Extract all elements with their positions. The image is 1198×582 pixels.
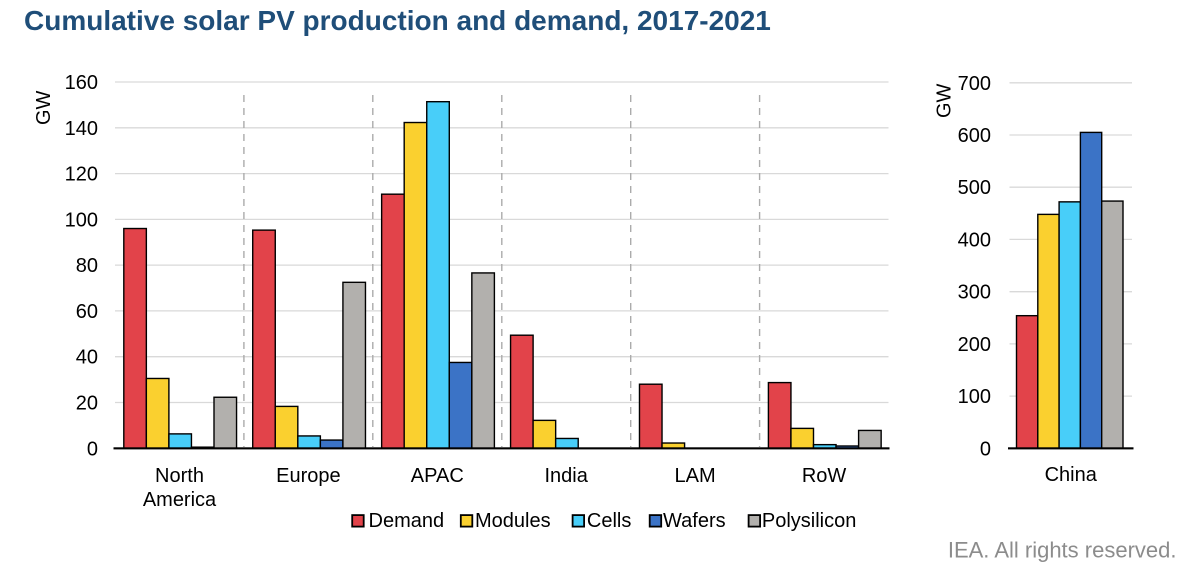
svg-text:IEA. All rights reserved.: IEA. All rights reserved. [948,538,1177,563]
svg-text:LAM: LAM [675,465,716,487]
svg-text:Polysilicon: Polysilicon [762,510,856,532]
svg-text:North: North [155,465,204,487]
svg-text:India: India [545,465,589,487]
svg-text:GW: GW [33,90,55,125]
svg-text:160: 160 [65,72,98,94]
svg-text:120: 120 [65,164,98,186]
svg-text:Wafers: Wafers [663,510,726,532]
svg-text:Cells: Cells [587,510,631,532]
svg-text:500: 500 [958,177,991,199]
svg-text:40: 40 [76,347,98,369]
svg-text:100: 100 [65,209,98,231]
svg-text:RoW: RoW [802,465,847,487]
svg-text:60: 60 [76,301,98,323]
svg-text:300: 300 [958,282,991,304]
svg-text:America: America [143,489,217,511]
svg-text:China: China [1045,464,1098,486]
svg-text:0: 0 [87,438,98,460]
svg-text:100: 100 [958,386,991,408]
svg-text:400: 400 [958,229,991,251]
svg-text:GW: GW [934,83,956,118]
svg-text:200: 200 [958,334,991,356]
svg-text:Modules: Modules [475,510,551,532]
svg-text:20: 20 [76,393,98,415]
svg-text:600: 600 [958,125,991,147]
svg-text:140: 140 [65,118,98,140]
svg-text:APAC: APAC [411,465,464,487]
svg-text:700: 700 [958,73,991,95]
svg-text:Demand: Demand [369,510,445,532]
svg-text:0: 0 [980,438,991,460]
svg-text:Europe: Europe [276,465,341,487]
svg-text:80: 80 [76,255,98,277]
